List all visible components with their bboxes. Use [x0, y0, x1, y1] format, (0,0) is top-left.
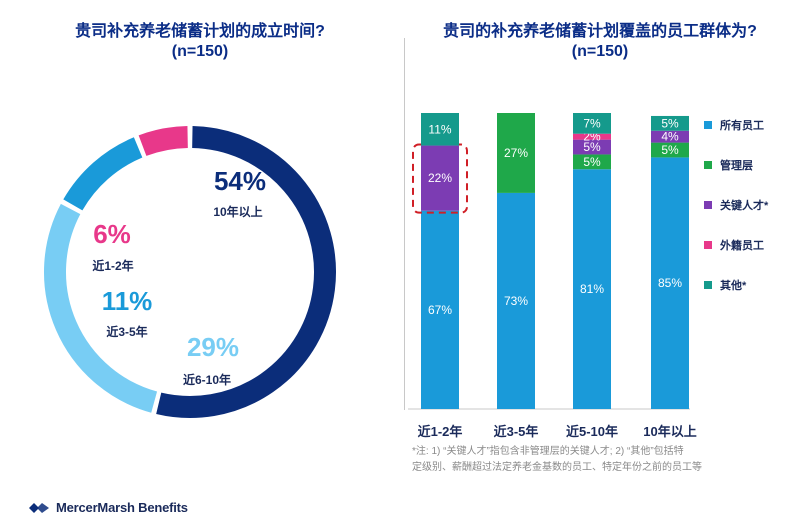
bar-segment: [421, 113, 459, 146]
bar-segment: [573, 133, 611, 140]
footnote-line1: *注: 1) “关键人才”指包含非管理层的关键人才; 2) “其他”包括特: [412, 446, 684, 457]
bar-segment: [651, 157, 689, 409]
donut-value-label: 6%: [93, 219, 131, 249]
donut-title-sample: (n=150): [171, 43, 229, 60]
donut-value-label: 29%: [187, 332, 239, 362]
bar-data-label: 5%: [661, 143, 679, 157]
legend-label: 所有员工: [720, 120, 764, 132]
legend-item: 管理层: [704, 158, 768, 172]
legend-swatch: [704, 201, 712, 209]
bar-segment: [497, 113, 535, 193]
bar-data-label: 85%: [658, 276, 682, 290]
footnote: *注: 1) “关键人才”指包含非管理层的关键人才; 2) “其他”包括特 定级…: [412, 444, 782, 476]
legend-swatch: [704, 241, 712, 249]
x-tick-label: 近1-2年: [418, 424, 463, 439]
legend-item: 其他*: [704, 278, 768, 292]
legend-label: 管理层: [720, 160, 753, 172]
donut-title-line1: 贵司补充养老储蓄计划的成立时间?: [75, 23, 325, 40]
bar-data-label: 5%: [583, 155, 601, 169]
highlight-box: [412, 143, 468, 214]
donut-slice: [156, 126, 336, 418]
bar-segment: [573, 169, 611, 409]
bar-segment: [651, 115, 689, 131]
donut-value-label: 11%: [102, 286, 153, 316]
donut-slice: [138, 126, 189, 157]
bar-data-label: 7%: [583, 116, 601, 130]
bar-data-label: 5%: [661, 116, 679, 130]
legend-item: 关键人才*: [704, 198, 768, 212]
legend-item: 所有员工: [704, 118, 768, 132]
donut-category-label: 10年以上: [213, 204, 262, 219]
bar-segment: [651, 142, 689, 158]
legend-label: 关键人才*: [720, 200, 769, 212]
legend-label: 其他*: [720, 280, 747, 292]
x-tick-label: 近5-10年: [566, 424, 618, 439]
bar-data-label: 22%: [428, 171, 452, 185]
donut-value-label: 54%: [214, 166, 266, 196]
donut-slice: [44, 203, 158, 413]
bar-segment: [497, 192, 535, 409]
bar-segment: [573, 113, 611, 134]
bar-segment: [421, 145, 459, 211]
bar-data-label: 67%: [428, 303, 452, 317]
bar-data-label: 11%: [428, 122, 451, 136]
x-tick-label: 10年以上: [643, 424, 696, 439]
bar-segment: [573, 154, 611, 170]
bar-data-label: 73%: [504, 294, 528, 308]
bar-chart-legend: 所有员工管理层关键人才* 外籍员工其他*: [704, 118, 768, 318]
footnote-line2: 定级别、薪酬超过法定养老金基数的员工、特定年份之前的员工等: [412, 462, 702, 473]
legend-swatch: [704, 161, 712, 169]
brand-logo: MercerMarsh Benefits: [28, 500, 188, 515]
panel-divider: [404, 38, 405, 410]
bar-title-line1: 贵司的补充养老储蓄计划覆盖的员工群体为?: [443, 23, 757, 40]
donut-chart-title: 贵司补充养老储蓄计划的成立时间? (n=150): [40, 22, 360, 62]
donut-category-label: 近6-10年: [183, 372, 231, 387]
bar-data-label: 81%: [580, 282, 604, 296]
logo-text: MercerMarsh Benefits: [56, 500, 188, 515]
bar-segment: [573, 139, 611, 155]
bar-data-label: 4%: [661, 130, 679, 144]
bar-title-sample: (n=150): [571, 43, 629, 60]
bar-segment: [421, 210, 459, 409]
bar-data-label: 5%: [583, 140, 601, 154]
logo-mark-icon: [29, 502, 49, 513]
x-tick-label: 近3-5年: [494, 424, 539, 439]
legend-label: 外籍员工: [720, 240, 764, 252]
bar-chart-title: 贵司的补充养老储蓄计划覆盖的员工群体为? (n=150): [420, 22, 780, 62]
bar-data-label: 27%: [504, 146, 528, 160]
donut-category-label: 近3-5年: [106, 324, 147, 339]
legend-swatch: [704, 121, 712, 129]
legend-item: 外籍员工: [704, 238, 768, 252]
legend-swatch: [704, 281, 712, 289]
donut-category-label: 近1-2年: [92, 258, 133, 273]
donut-slice: [63, 137, 143, 211]
bar-segment: [651, 130, 689, 143]
